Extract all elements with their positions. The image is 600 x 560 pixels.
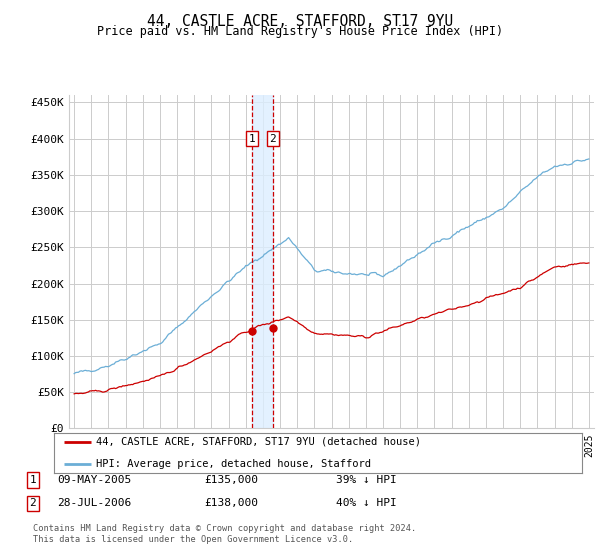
Text: £138,000: £138,000 [204, 498, 258, 508]
Text: 40% ↓ HPI: 40% ↓ HPI [336, 498, 397, 508]
Text: £135,000: £135,000 [204, 475, 258, 485]
Text: 1: 1 [29, 475, 37, 485]
Text: HPI: Average price, detached house, Stafford: HPI: Average price, detached house, Staf… [96, 459, 371, 469]
Text: Price paid vs. HM Land Registry's House Price Index (HPI): Price paid vs. HM Land Registry's House … [97, 25, 503, 38]
Text: 44, CASTLE ACRE, STAFFORD, ST17 9YU: 44, CASTLE ACRE, STAFFORD, ST17 9YU [147, 14, 453, 29]
Text: 28-JUL-2006: 28-JUL-2006 [57, 498, 131, 508]
Text: 09-MAY-2005: 09-MAY-2005 [57, 475, 131, 485]
Text: 1: 1 [248, 134, 255, 144]
Text: 2: 2 [269, 134, 276, 144]
Bar [252, 95, 273, 428]
Text: Contains HM Land Registry data © Crown copyright and database right 2024.
This d: Contains HM Land Registry data © Crown c… [33, 524, 416, 544]
Text: 39% ↓ HPI: 39% ↓ HPI [336, 475, 397, 485]
Text: 2: 2 [29, 498, 37, 508]
Text: 44, CASTLE ACRE, STAFFORD, ST17 9YU (detached house): 44, CASTLE ACRE, STAFFORD, ST17 9YU (det… [96, 437, 421, 447]
